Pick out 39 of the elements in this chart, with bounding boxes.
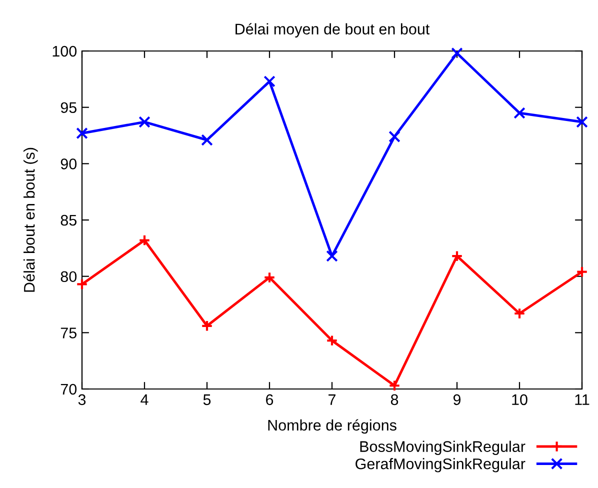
y-tick-label: 100 [52,46,77,57]
legend-label: BossMovingSinkRegular [360,440,526,455]
point [138,234,150,246]
y-tick-label: 75 [60,328,76,338]
point [514,308,526,320]
x-tick-label: 9 [453,394,461,406]
y-tick-label: 95 [60,102,76,114]
point [326,334,338,346]
x-tick-label: 3 [78,394,86,406]
point [388,380,400,392]
y-tick-label: 85 [60,214,76,226]
y-tick-label: 70 [60,384,77,395]
y-tick-label: 80 [60,271,77,282]
point [138,116,150,128]
point [264,76,276,88]
point [201,320,213,332]
x-tick-label: 10 [512,394,528,406]
point [326,250,338,262]
x-tick-label: 6 [266,394,274,406]
point [451,47,463,60]
point [264,272,276,284]
x-tick-label: 7 [328,394,336,405]
point [576,116,588,128]
point [388,130,400,143]
chart-title: Délai moyen de bout en bout [236,23,430,38]
point [451,250,463,262]
point [201,134,213,146]
x-axis-title: Nombre de régions [268,419,396,434]
legend-label: GerafMovingSinkRegular [356,458,526,472]
y-tick-label: 90 [60,158,77,170]
point [76,127,88,140]
x-tick-label: 8 [390,394,398,406]
x-tick-label: 11 [575,394,590,405]
x-tick-label: 5 [203,394,211,406]
point [576,266,588,278]
x-tick-label: 4 [140,394,148,405]
y-axis-title: Délai bout en bout (s) [23,148,38,292]
point [76,278,88,290]
point [514,107,526,119]
